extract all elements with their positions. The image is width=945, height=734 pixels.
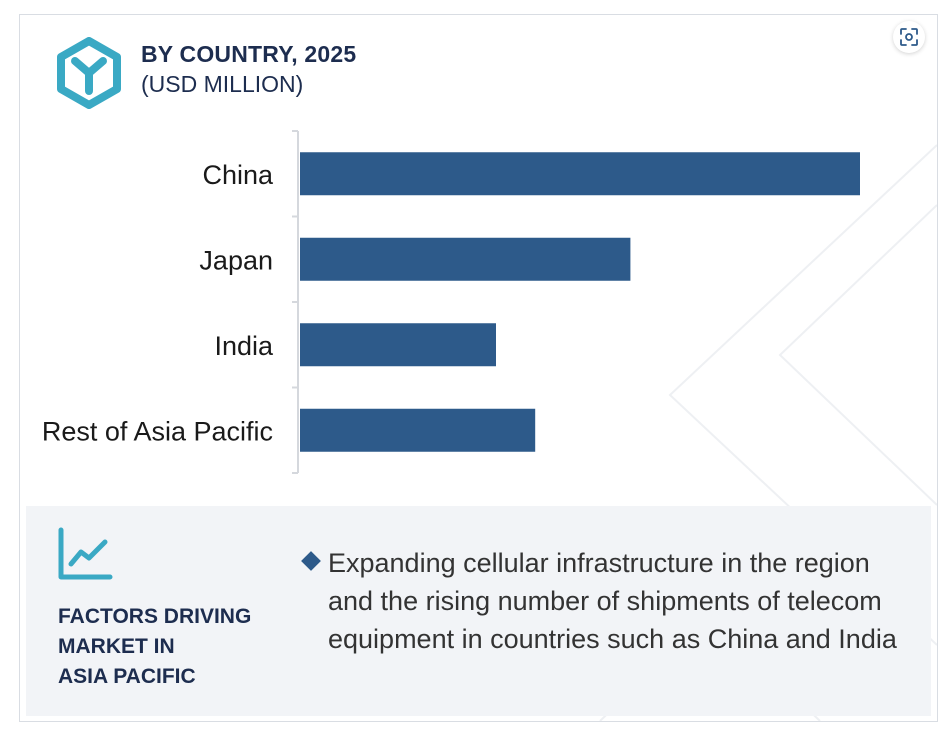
category-label: Japan — [199, 245, 273, 275]
chart-card: BY COUNTRY, 2025 (USD MILLION) China Japa… — [19, 14, 938, 722]
chart-subtitle: (USD MILLION) — [141, 71, 304, 97]
hexagon-y-logo-icon — [57, 37, 121, 109]
bar-japan — [300, 237, 631, 281]
diamond-bullet-icon — [301, 551, 321, 571]
bar-india — [300, 323, 496, 367]
factors-title-line: MARKET IN — [58, 635, 175, 658]
expand-focus-icon — [900, 28, 918, 46]
bar-rest-of-asia-pacific — [300, 408, 536, 452]
factors-title-line: ASIA PACIFIC — [58, 665, 196, 688]
category-label: India — [214, 331, 274, 361]
factors-title-line: FACTORS DRIVING — [58, 605, 252, 628]
line-chart-icon — [58, 527, 113, 580]
factors-panel: FACTORS DRIVING MARKET IN ASIA PACIFIC E… — [26, 506, 931, 716]
factors-title: FACTORS DRIVING MARKET IN ASIA PACIFIC — [58, 602, 278, 692]
category-label: China — [202, 160, 274, 190]
chart-title: BY COUNTRY, 2025 — [141, 41, 357, 67]
bar-chart: China Japan India Rest of Asia Pacific — [42, 130, 860, 474]
factor-item: Expanding cellular infrastructure in the… — [328, 548, 897, 654]
expand-button[interactable] — [893, 21, 925, 53]
bar-china — [300, 152, 860, 196]
category-label: Rest of Asia Pacific — [42, 416, 273, 446]
